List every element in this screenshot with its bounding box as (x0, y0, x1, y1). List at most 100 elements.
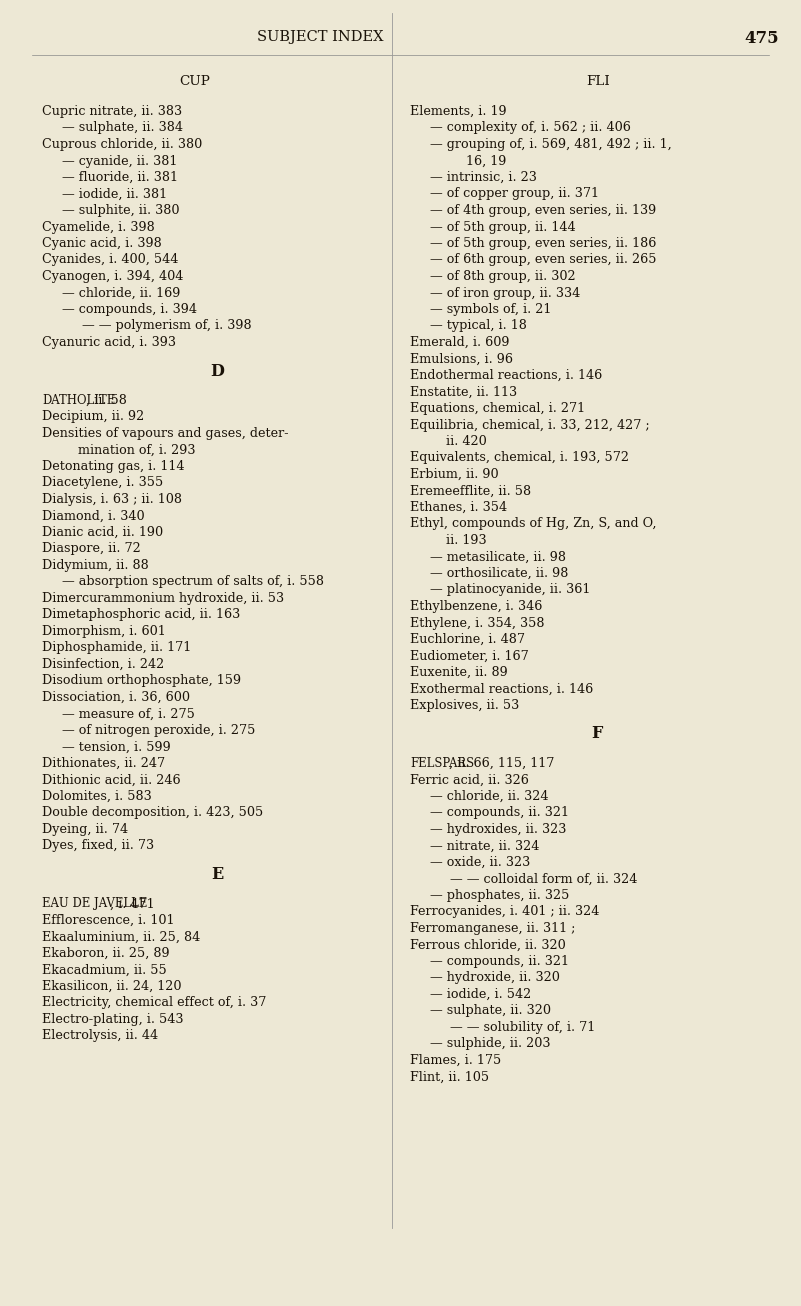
Text: — compounds, ii. 321: — compounds, ii. 321 (430, 806, 569, 819)
Text: — symbols of, i. 21: — symbols of, i. 21 (430, 303, 551, 316)
Text: Ekaboron, ii. 25, 89: Ekaboron, ii. 25, 89 (42, 947, 170, 960)
Text: — cyanide, ii. 381: — cyanide, ii. 381 (62, 154, 177, 167)
Text: Ekasilicon, ii. 24, 120: Ekasilicon, ii. 24, 120 (42, 980, 182, 993)
Text: Dialysis, i. 63 ; ii. 108: Dialysis, i. 63 ; ii. 108 (42, 492, 182, 505)
Text: — sulphide, ii. 203: — sulphide, ii. 203 (430, 1037, 550, 1050)
Text: mination of, i. 293: mination of, i. 293 (62, 444, 195, 457)
Text: — orthosilicate, ii. 98: — orthosilicate, ii. 98 (430, 567, 569, 580)
Text: — of 4th group, even series, ii. 139: — of 4th group, even series, ii. 139 (430, 204, 656, 217)
Text: — chloride, ii. 324: — chloride, ii. 324 (430, 790, 549, 803)
Text: — — polymerism of, i. 398: — — polymerism of, i. 398 (82, 320, 252, 333)
Text: — of 5th group, ii. 144: — of 5th group, ii. 144 (430, 221, 576, 234)
Text: Diamond, i. 340: Diamond, i. 340 (42, 509, 145, 522)
Text: Electrolysis, ii. 44: Electrolysis, ii. 44 (42, 1029, 158, 1042)
Text: Flint, ii. 105: Flint, ii. 105 (410, 1071, 489, 1084)
Text: Dimorphism, i. 601: Dimorphism, i. 601 (42, 626, 166, 637)
Text: Electro-plating, i. 543: Electro-plating, i. 543 (42, 1013, 183, 1027)
Text: — hydroxide, ii. 320: — hydroxide, ii. 320 (430, 972, 560, 985)
Text: Dithionates, ii. 247: Dithionates, ii. 247 (42, 757, 165, 771)
Text: , i. 471: , i. 471 (111, 897, 155, 910)
Text: Emerald, i. 609: Emerald, i. 609 (410, 336, 509, 349)
Text: Euxenite, ii. 89: Euxenite, ii. 89 (410, 666, 508, 679)
Text: ii. 420: ii. 420 (430, 435, 487, 448)
Text: 475: 475 (745, 30, 779, 47)
Text: — chloride, ii. 169: — chloride, ii. 169 (62, 286, 180, 299)
Text: Diacetylene, i. 355: Diacetylene, i. 355 (42, 477, 163, 490)
Text: Double decomposition, i. 423, 505: Double decomposition, i. 423, 505 (42, 806, 264, 819)
Text: Dyeing, ii. 74: Dyeing, ii. 74 (42, 823, 128, 836)
Text: Ethylene, i. 354, 358: Ethylene, i. 354, 358 (410, 616, 545, 629)
Text: , ii. 66, 115, 117: , ii. 66, 115, 117 (449, 757, 554, 771)
Text: Dissociation, i. 36, 600: Dissociation, i. 36, 600 (42, 691, 190, 704)
Text: — of 8th group, ii. 302: — of 8th group, ii. 302 (430, 270, 576, 283)
Text: — metasilicate, ii. 98: — metasilicate, ii. 98 (430, 551, 566, 563)
Text: — intrinsic, i. 23: — intrinsic, i. 23 (430, 171, 537, 184)
Text: — platinocyanide, ii. 361: — platinocyanide, ii. 361 (430, 584, 590, 597)
Text: F: F (591, 726, 602, 743)
Text: Cyanic acid, i. 398: Cyanic acid, i. 398 (42, 236, 162, 249)
Text: — of nitrogen peroxide, i. 275: — of nitrogen peroxide, i. 275 (62, 724, 256, 737)
Text: Ethanes, i. 354: Ethanes, i. 354 (410, 502, 507, 515)
Text: Cupric nitrate, ii. 383: Cupric nitrate, ii. 383 (42, 104, 182, 118)
Text: Ferromanganese, ii. 311 ;: Ferromanganese, ii. 311 ; (410, 922, 575, 935)
Text: Explosives, ii. 53: Explosives, ii. 53 (410, 699, 519, 712)
Text: — iodide, i. 542: — iodide, i. 542 (430, 987, 531, 1000)
Text: Eremeefflite, ii. 58: Eremeefflite, ii. 58 (410, 485, 531, 498)
Text: Dianic acid, ii. 190: Dianic acid, ii. 190 (42, 526, 163, 539)
Text: EAU DE JAVELLE: EAU DE JAVELLE (42, 897, 147, 910)
Text: 16, 19: 16, 19 (450, 154, 506, 167)
Text: Equivalents, chemical, i. 193, 572: Equivalents, chemical, i. 193, 572 (410, 452, 629, 465)
Text: — typical, i. 18: — typical, i. 18 (430, 320, 527, 333)
Text: — grouping of, i. 569, 481, 492 ; ii. 1,: — grouping of, i. 569, 481, 492 ; ii. 1, (430, 138, 672, 151)
Text: Flames, i. 175: Flames, i. 175 (410, 1054, 501, 1067)
Text: Endothermal reactions, i. 146: Endothermal reactions, i. 146 (410, 370, 602, 381)
Text: Decipium, ii. 92: Decipium, ii. 92 (42, 410, 144, 423)
Text: — — colloidal form of, ii. 324: — — colloidal form of, ii. 324 (450, 872, 638, 885)
Text: Dimetaphosphoric acid, ii. 163: Dimetaphosphoric acid, ii. 163 (42, 609, 240, 622)
Text: Elements, i. 19: Elements, i. 19 (410, 104, 506, 118)
Text: Erbium, ii. 90: Erbium, ii. 90 (410, 468, 499, 481)
Text: Electricity, chemical effect of, i. 37: Electricity, chemical effect of, i. 37 (42, 996, 267, 1010)
Text: Enstatite, ii. 113: Enstatite, ii. 113 (410, 385, 517, 398)
Text: Didymium, ii. 88: Didymium, ii. 88 (42, 559, 149, 572)
Text: Cyamelide, i. 398: Cyamelide, i. 398 (42, 221, 155, 234)
Text: Dolomites, i. 583: Dolomites, i. 583 (42, 790, 151, 803)
Text: — iodide, ii. 381: — iodide, ii. 381 (62, 188, 167, 201)
Text: Densities of vapours and gases, deter-: Densities of vapours and gases, deter- (42, 427, 288, 440)
Text: Ekaaluminium, ii. 25, 84: Ekaaluminium, ii. 25, 84 (42, 930, 200, 943)
Text: Equilibria, chemical, i. 33, 212, 427 ;: Equilibria, chemical, i. 33, 212, 427 ; (410, 418, 650, 431)
Text: — tension, i. 599: — tension, i. 599 (62, 741, 171, 754)
Text: DATHOLITE: DATHOLITE (42, 394, 115, 407)
Text: — absorption spectrum of salts of, i. 558: — absorption spectrum of salts of, i. 55… (62, 576, 324, 589)
Text: — measure of, i. 275: — measure of, i. 275 (62, 708, 195, 721)
Text: — compounds, i. 394: — compounds, i. 394 (62, 303, 197, 316)
Text: D: D (210, 363, 224, 380)
Text: CUP: CUP (179, 74, 211, 88)
Text: Ferric acid, ii. 326: Ferric acid, ii. 326 (410, 773, 529, 786)
Text: — — solubility of, i. 71: — — solubility of, i. 71 (450, 1021, 595, 1034)
Text: Emulsions, i. 96: Emulsions, i. 96 (410, 353, 513, 366)
Text: Euchlorine, i. 487: Euchlorine, i. 487 (410, 633, 525, 646)
Text: Cyanogen, i. 394, 404: Cyanogen, i. 394, 404 (42, 270, 183, 283)
Text: Equations, chemical, i. 271: Equations, chemical, i. 271 (410, 402, 585, 415)
Text: SUBJECT INDEX: SUBJECT INDEX (257, 30, 383, 44)
Text: Ferrous chloride, ii. 320: Ferrous chloride, ii. 320 (410, 939, 566, 952)
Text: , ii. 58: , ii. 58 (86, 394, 127, 407)
Text: Cuprous chloride, ii. 380: Cuprous chloride, ii. 380 (42, 138, 202, 151)
Text: Eudiometer, i. 167: Eudiometer, i. 167 (410, 649, 529, 662)
Text: — of copper group, ii. 371: — of copper group, ii. 371 (430, 188, 599, 201)
Text: Dyes, fixed, ii. 73: Dyes, fixed, ii. 73 (42, 840, 154, 853)
Text: Dithionic acid, ii. 246: Dithionic acid, ii. 246 (42, 773, 180, 786)
Text: Ferrocyanides, i. 401 ; ii. 324: Ferrocyanides, i. 401 ; ii. 324 (410, 905, 599, 918)
Text: Cyanuric acid, i. 393: Cyanuric acid, i. 393 (42, 336, 176, 349)
Text: Disinfection, i. 242: Disinfection, i. 242 (42, 658, 164, 671)
Text: ii. 193: ii. 193 (430, 534, 487, 547)
Text: — nitrate, ii. 324: — nitrate, ii. 324 (430, 840, 539, 853)
Text: — sulphate, ii. 320: — sulphate, ii. 320 (430, 1004, 551, 1017)
Text: — oxide, ii. 323: — oxide, ii. 323 (430, 855, 530, 868)
Text: E: E (211, 866, 223, 883)
Text: — sulphate, ii. 384: — sulphate, ii. 384 (62, 121, 183, 135)
Text: — fluoride, ii. 381: — fluoride, ii. 381 (62, 171, 178, 184)
Text: Efflorescence, i. 101: Efflorescence, i. 101 (42, 914, 175, 927)
Text: Dimercurammonium hydroxide, ii. 53: Dimercurammonium hydroxide, ii. 53 (42, 592, 284, 605)
